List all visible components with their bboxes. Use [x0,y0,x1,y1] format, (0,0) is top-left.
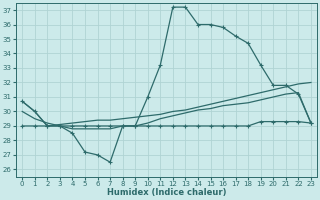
X-axis label: Humidex (Indice chaleur): Humidex (Indice chaleur) [107,188,226,197]
